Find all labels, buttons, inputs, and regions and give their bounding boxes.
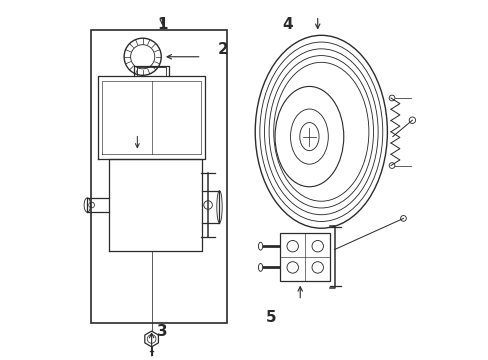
Ellipse shape	[258, 242, 262, 250]
Text: 1: 1	[157, 17, 167, 32]
Text: 5: 5	[265, 310, 276, 325]
Ellipse shape	[258, 264, 262, 271]
Bar	[91, 30, 226, 323]
Text: 4: 4	[282, 17, 292, 32]
Bar	[280, 233, 329, 281]
Text: 3: 3	[157, 324, 167, 339]
Text: 2: 2	[217, 42, 228, 57]
